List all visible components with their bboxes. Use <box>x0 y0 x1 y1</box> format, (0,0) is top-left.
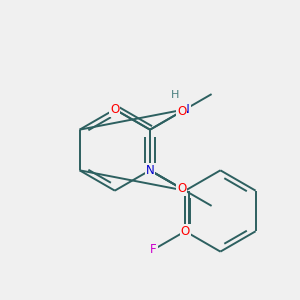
Text: H: H <box>171 90 179 100</box>
Text: N: N <box>146 164 154 177</box>
Text: N: N <box>181 103 190 116</box>
Text: O: O <box>177 105 186 118</box>
Text: O: O <box>177 182 186 195</box>
Text: O: O <box>181 225 190 238</box>
Text: F: F <box>150 243 157 256</box>
Text: O: O <box>110 103 119 116</box>
